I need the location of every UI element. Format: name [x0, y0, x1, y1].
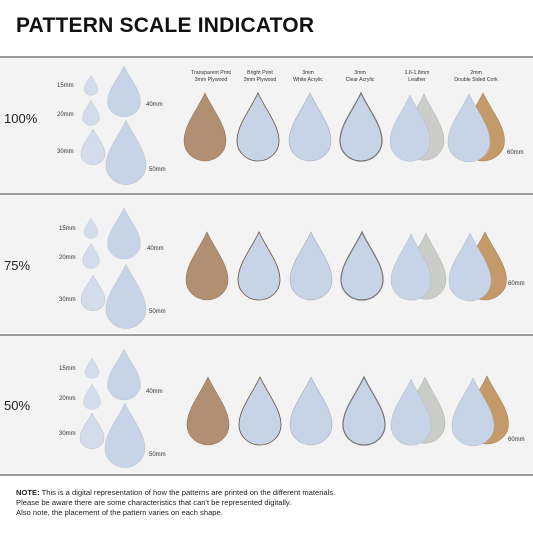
size-label-40mm: 40mm	[146, 102, 163, 108]
material-header-bright-plywood: Bright Print 3mm Plywood	[243, 70, 277, 83]
size-label-50mm: 50mm	[149, 167, 166, 173]
scale-label-75: 75%	[4, 258, 31, 273]
footnote: NOTE: This is a digital representation o…	[16, 488, 516, 519]
size-label-60mm: 60mm	[508, 437, 525, 443]
size-label-20mm: 20mm	[59, 255, 76, 261]
size-label-40mm: 40mm	[147, 246, 164, 252]
size-label-50mm: 50mm	[149, 452, 166, 458]
size-label-15mm: 15mm	[59, 226, 76, 232]
size-label-50mm: 50mm	[149, 309, 166, 315]
size-label-30mm: 30mm	[59, 297, 76, 303]
size-label-30mm: 30mm	[59, 431, 76, 437]
note-line-1: This is a digital representation of how …	[39, 488, 336, 497]
size-label-20mm: 20mm	[59, 396, 76, 402]
size-label-30mm: 30mm	[57, 149, 74, 155]
material-header-leather: 1.6-1.8mm Leather	[404, 70, 430, 83]
page-title: PATTERN SCALE INDICATOR	[16, 14, 315, 37]
note-label: NOTE:	[16, 488, 40, 497]
scale-label-50: 50%	[4, 398, 31, 413]
material-header-clear-acrylic: 3mm Clear Acrylic	[345, 70, 375, 83]
section-divider	[0, 474, 533, 476]
note-line-3: Also note, the placement of the pattern …	[16, 508, 223, 518]
size-label-15mm: 15mm	[59, 366, 76, 372]
material-header-transparent-plywood: Transparent Print 3mm Plywood	[191, 70, 231, 83]
size-label-60mm: 60mm	[507, 150, 524, 156]
size-label-40mm: 40mm	[146, 389, 163, 395]
section-divider	[0, 193, 533, 195]
size-label-15mm: 15mm	[57, 83, 74, 89]
material-header-cork: 2mm Double Sided Cork	[454, 70, 498, 83]
material-header-white-acrylic: 3mm White Acrylic	[293, 70, 323, 83]
section-divider	[0, 334, 533, 336]
note-line-2: Please be aware there are some character…	[16, 498, 292, 508]
section-divider	[0, 56, 533, 58]
size-label-60mm: 60mm	[508, 281, 525, 287]
size-label-20mm: 20mm	[57, 112, 74, 118]
scale-label-100: 100%	[4, 111, 38, 126]
